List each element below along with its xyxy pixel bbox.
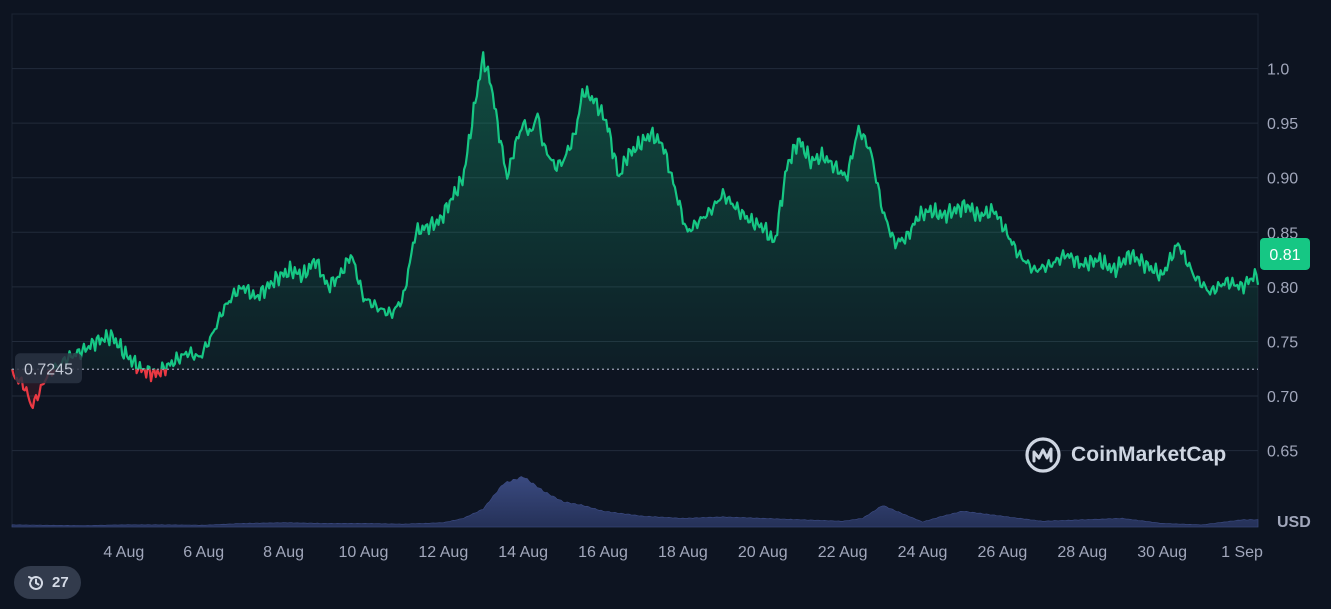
x-tick-label: 24 Aug	[898, 544, 948, 561]
coinmarketcap-logo: CoinMarketCap	[1024, 436, 1226, 474]
history-count: 27	[52, 574, 69, 591]
x-tick-label: 4 Aug	[103, 544, 144, 561]
y-tick-label: 0.95	[1267, 116, 1298, 133]
logo-text: CoinMarketCap	[1071, 443, 1227, 466]
y-tick-label: 0.65	[1267, 444, 1298, 461]
y-tick-label: 0.75	[1267, 334, 1298, 351]
y-tick-label: 1.0	[1267, 62, 1289, 79]
x-tick-label: 6 Aug	[183, 544, 224, 561]
x-tick-label: 20 Aug	[738, 544, 788, 561]
price-labels: 0.81	[1260, 237, 1310, 270]
x-tick-label: 12 Aug	[418, 544, 468, 561]
price-area	[10, 51, 1260, 410]
price-line-up	[10, 51, 1260, 370]
y-tick-label: 0.80	[1267, 280, 1298, 297]
price-area-fill	[12, 52, 1258, 370]
y-tick-label: 0.70	[1267, 389, 1298, 406]
baseline-label: 0.7245	[24, 361, 73, 378]
x-tick-label: 10 Aug	[339, 544, 389, 561]
x-tick-label: 28 Aug	[1057, 544, 1107, 561]
baseline-label-bg	[15, 353, 82, 384]
y-tick-label: 0.90	[1267, 171, 1298, 188]
x-tick-label: 26 Aug	[977, 544, 1027, 561]
current-price-tag	[1260, 237, 1310, 270]
x-tick-label: 14 Aug	[498, 544, 548, 561]
current-price-label: 0.81	[1269, 247, 1300, 264]
history-badge[interactable]: 27	[14, 566, 81, 599]
x-tick-label: 1 Sep	[1221, 544, 1263, 561]
x-tick-label: 8 Aug	[263, 544, 304, 561]
currency-label: USD	[1277, 514, 1311, 531]
volume-bars	[11, 476, 1259, 528]
x-tick-label: 22 Aug	[818, 544, 868, 561]
history-clock-icon	[28, 575, 43, 590]
x-tick-label: 16 Aug	[578, 544, 628, 561]
x-axis: 4 Aug 6 Aug 8 Aug 10 Aug 12 Aug 14 Aug 16 Aug 1…	[103, 544, 1263, 561]
baseline: 0.7245	[12, 353, 1258, 384]
x-tick-label: 18 Aug	[658, 544, 708, 561]
x-tick-label: 30 Aug	[1137, 544, 1187, 561]
coinmarketcap-logo-icon	[1025, 437, 1061, 473]
volume-area	[11, 476, 1259, 528]
